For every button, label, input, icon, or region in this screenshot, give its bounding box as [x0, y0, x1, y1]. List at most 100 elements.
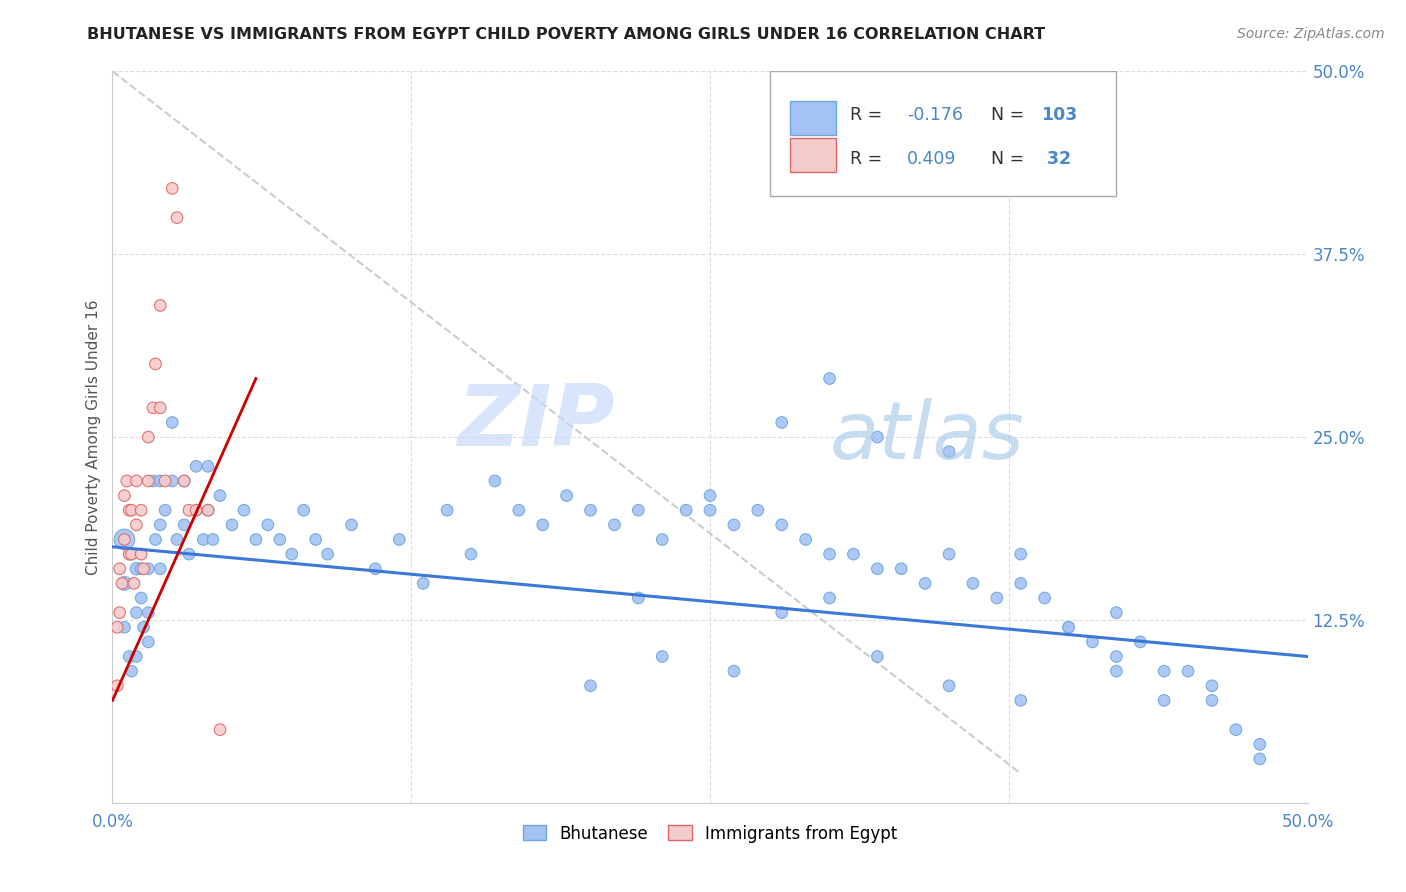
Point — [186, 503, 208, 517]
Point — [108, 562, 131, 576]
Text: Source: ZipAtlas.com: Source: ZipAtlas.com — [1237, 27, 1385, 41]
FancyBboxPatch shape — [790, 101, 835, 136]
Point — [114, 576, 135, 591]
Point — [1105, 664, 1128, 678]
Text: -0.176: -0.176 — [907, 106, 963, 124]
Point — [1057, 620, 1080, 634]
Point — [114, 533, 135, 547]
Point — [340, 517, 363, 532]
Point — [138, 635, 160, 649]
Point — [1057, 620, 1080, 634]
Point — [555, 489, 578, 503]
Point — [138, 606, 160, 620]
Point — [108, 606, 131, 620]
Point — [105, 679, 128, 693]
Point — [162, 416, 183, 430]
Point — [105, 620, 128, 634]
Point — [1010, 547, 1032, 561]
Point — [890, 562, 912, 576]
Point — [173, 474, 195, 488]
FancyBboxPatch shape — [770, 71, 1116, 195]
Point — [149, 562, 172, 576]
Point — [125, 649, 148, 664]
Point — [209, 489, 232, 503]
Point — [866, 649, 889, 664]
Point — [166, 533, 188, 547]
Point — [122, 576, 145, 591]
Text: ZIP: ZIP — [457, 381, 614, 464]
Point — [114, 533, 135, 547]
Point — [1249, 752, 1271, 766]
Point — [138, 562, 160, 576]
Point — [770, 416, 793, 430]
Point — [1129, 635, 1152, 649]
Point — [794, 533, 817, 547]
Point — [186, 503, 208, 517]
Point — [153, 503, 176, 517]
Point — [257, 517, 280, 532]
Text: R =: R = — [849, 150, 887, 168]
Point — [388, 533, 411, 547]
Point — [201, 533, 224, 547]
Point — [145, 533, 167, 547]
Point — [675, 503, 697, 517]
Point — [1201, 693, 1223, 707]
Point — [129, 591, 152, 605]
Point — [747, 503, 769, 517]
Point — [1010, 693, 1032, 707]
Point — [142, 474, 165, 488]
Point — [129, 562, 152, 576]
Point — [627, 591, 650, 605]
Point — [269, 533, 291, 547]
Point — [914, 576, 936, 591]
Point — [1225, 723, 1247, 737]
Point — [138, 430, 160, 444]
Legend: Bhutanese, Immigrants from Egypt: Bhutanese, Immigrants from Egypt — [516, 818, 904, 849]
Point — [177, 547, 200, 561]
Point — [149, 474, 172, 488]
Point — [281, 547, 304, 561]
Point — [316, 547, 339, 561]
Point — [186, 459, 208, 474]
Text: 0.409: 0.409 — [907, 150, 956, 168]
Point — [138, 474, 160, 488]
Text: atlas: atlas — [830, 398, 1025, 476]
Point — [125, 606, 148, 620]
Point — [1153, 693, 1175, 707]
Point — [818, 371, 841, 385]
Point — [125, 517, 148, 532]
Text: 32: 32 — [1040, 150, 1071, 168]
Point — [699, 489, 721, 503]
Point — [149, 401, 172, 415]
Point — [115, 474, 138, 488]
Point — [129, 503, 152, 517]
Point — [579, 503, 602, 517]
Point — [153, 474, 176, 488]
Text: BHUTANESE VS IMMIGRANTS FROM EGYPT CHILD POVERTY AMONG GIRLS UNDER 16 CORRELATIO: BHUTANESE VS IMMIGRANTS FROM EGYPT CHILD… — [87, 27, 1045, 42]
Text: R =: R = — [849, 106, 887, 124]
Point — [132, 620, 155, 634]
Point — [305, 533, 328, 547]
Point — [1105, 606, 1128, 620]
Point — [149, 517, 172, 532]
Point — [866, 562, 889, 576]
Point — [209, 723, 232, 737]
Point — [1153, 664, 1175, 678]
Point — [938, 444, 960, 458]
Point — [651, 649, 673, 664]
Point — [233, 503, 256, 517]
Point — [132, 562, 155, 576]
Point — [818, 547, 841, 561]
Y-axis label: Child Poverty Among Girls Under 16: Child Poverty Among Girls Under 16 — [86, 300, 101, 574]
Point — [938, 679, 960, 693]
Point — [460, 547, 482, 561]
Point — [627, 503, 650, 517]
Point — [162, 181, 183, 195]
Point — [118, 547, 141, 561]
Point — [197, 459, 219, 474]
Point — [173, 517, 195, 532]
Point — [1081, 635, 1104, 649]
Point — [1105, 649, 1128, 664]
Text: N =: N = — [991, 150, 1029, 168]
Point — [118, 649, 141, 664]
